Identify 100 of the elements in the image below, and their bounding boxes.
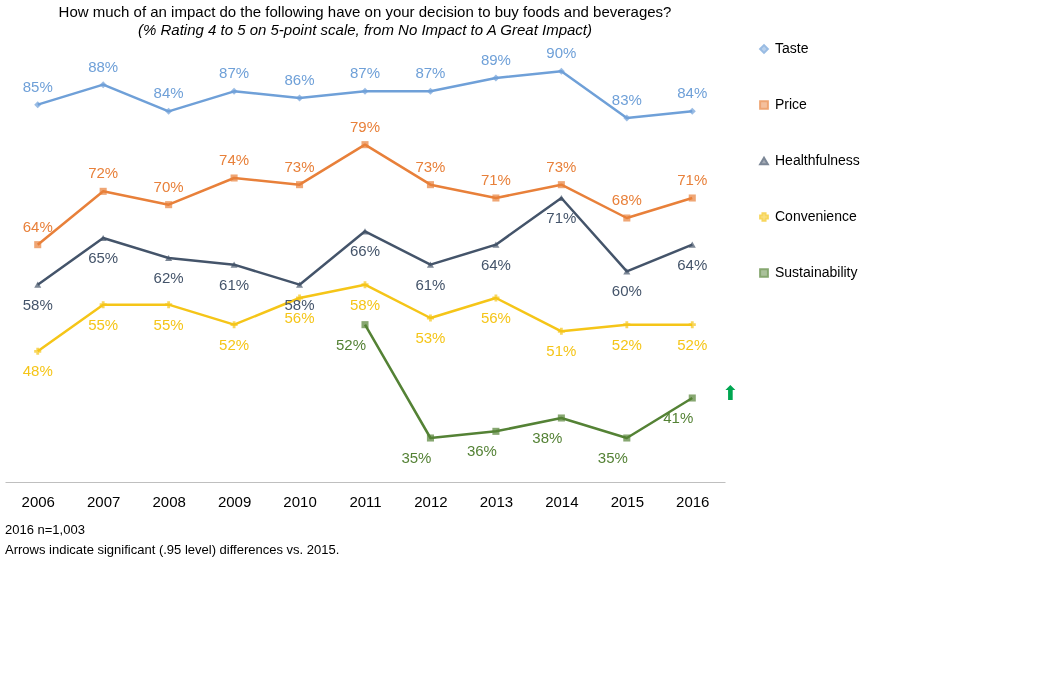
data-label: 52% [611, 335, 642, 353]
point [230, 261, 238, 268]
point [623, 114, 631, 122]
x-tick-label: 2010 [283, 492, 317, 510]
legend-label: Convenience [775, 208, 857, 224]
point [688, 107, 696, 115]
point [426, 434, 434, 442]
data-label: 48% [22, 362, 53, 380]
x-tick-label: 2009 [217, 492, 252, 510]
point [165, 201, 173, 209]
point [426, 181, 434, 189]
data-label: 64% [22, 217, 53, 235]
data-label: 89% [480, 51, 511, 68]
point [361, 321, 369, 329]
data-label: 66% [349, 242, 381, 260]
data-label: 73% [546, 157, 577, 175]
x-tick-label: 2015 [610, 492, 645, 510]
point [361, 141, 369, 149]
point [361, 281, 369, 289]
point [296, 281, 304, 288]
data-label: 83% [611, 91, 642, 108]
point [165, 301, 173, 309]
point [492, 194, 500, 202]
point [34, 347, 42, 355]
data-label: 58% [349, 295, 381, 313]
legend-label: Healthfulness [775, 152, 860, 168]
data-label: 61% [219, 275, 250, 293]
data-label: 85% [22, 77, 53, 95]
data-label: 65% [88, 249, 119, 266]
data-label: 56% [480, 309, 511, 326]
data-label: 90% [546, 44, 577, 62]
data-label: 64% [480, 255, 511, 273]
point [623, 434, 631, 442]
point [426, 314, 434, 322]
legend-label: Taste [775, 40, 809, 56]
x-tick-label: 2014 [545, 492, 579, 510]
point [688, 241, 696, 248]
x-tick-label: 2008 [152, 492, 186, 510]
x-tick-label: 2012 [414, 492, 448, 510]
data-label: 36% [466, 442, 497, 460]
point [34, 241, 42, 249]
point [296, 181, 304, 189]
point [34, 281, 42, 288]
data-label: 79% [349, 117, 381, 135]
text: 2016 n=1,003 [5, 522, 85, 537]
point [688, 194, 696, 202]
point [426, 261, 434, 268]
x-tick-label: 2006 [21, 492, 55, 510]
x-tick-label: 2007 [86, 492, 121, 510]
x-tick-label: 2013 [479, 492, 514, 510]
data-label: 60% [611, 282, 642, 300]
data-label: 52% [677, 335, 708, 353]
data-label: 52% [219, 335, 250, 353]
point [623, 321, 631, 329]
data-label: 68% [611, 191, 642, 208]
point [99, 301, 107, 309]
legend-label: Sustainability [775, 264, 858, 280]
annotation: ⬆ [721, 381, 739, 405]
point [688, 394, 696, 402]
data-label: 84% [153, 84, 184, 102]
data-label: 73% [284, 157, 315, 175]
data-label: 72% [88, 164, 119, 182]
point [557, 67, 565, 75]
data-label: 74% [219, 151, 250, 168]
data-label: 55% [153, 315, 184, 333]
data-label: 71% [546, 209, 577, 226]
point [623, 214, 631, 222]
chart-title: How much of an impact do the following have on your decision to buy foods and beverages? [58, 3, 672, 20]
data-label: 55% [88, 315, 119, 333]
data-label: 71% [677, 171, 708, 188]
data-label: 61% [415, 275, 446, 293]
point [165, 254, 173, 262]
point [557, 327, 565, 335]
point [492, 241, 500, 248]
data-label: 73% [415, 157, 446, 175]
data-label: 87% [219, 64, 250, 82]
data-label: 52% [335, 335, 367, 353]
point [557, 414, 565, 422]
point [230, 87, 238, 95]
data-label: 88% [88, 57, 119, 75]
data-label: 71% [480, 171, 511, 188]
point [688, 321, 696, 329]
point [492, 294, 500, 302]
data-label: 51% [546, 342, 577, 360]
x-tick-label: 2016 [676, 492, 710, 510]
x-tick-label: 2011 [349, 492, 382, 510]
data-label: 41% [663, 409, 694, 426]
data-label: 86% [284, 71, 315, 88]
point [492, 74, 500, 82]
data-label: 58% [22, 295, 53, 313]
text: Arrows indicate significant (.95 level) differences vs. 2015. [5, 542, 340, 557]
point [99, 187, 107, 195]
data-label: 35% [401, 449, 432, 466]
point [34, 101, 42, 109]
point [557, 181, 565, 189]
point [230, 321, 238, 329]
point [99, 81, 107, 89]
point [230, 174, 238, 182]
data-label: 64% [677, 255, 708, 273]
data-label: 70% [153, 177, 184, 195]
